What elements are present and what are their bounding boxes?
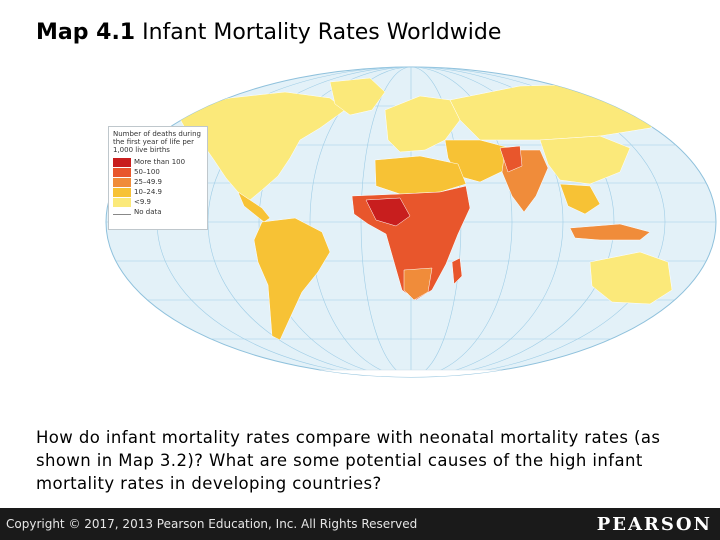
madagascar <box>451 257 463 285</box>
legend-swatch <box>113 187 131 197</box>
copyright-text: Copyright © 2017, 2013 Pearson Education… <box>6 517 418 531</box>
afghanistan-pakistan <box>499 145 523 173</box>
new-zealand <box>687 291 699 315</box>
central-africa-high <box>365 197 411 227</box>
slide-title: Map 4.1 Infant Mortality Rates Worldwide <box>36 20 501 45</box>
north-america <box>174 91 346 201</box>
greenland <box>329 77 386 116</box>
north-africa <box>374 155 467 195</box>
indonesia <box>569 223 651 241</box>
legend-label: 50–100 <box>134 168 160 176</box>
legend-swatch <box>113 177 131 187</box>
discussion-question: How do infant mortality rates compare wi… <box>36 428 661 493</box>
legend-label: 10–24.9 <box>134 188 162 196</box>
legend-item: 25–49.9 <box>113 177 203 187</box>
antarctica <box>219 369 621 377</box>
map-title: Infant Mortality Rates Worldwide <box>142 20 502 45</box>
legend-item: 50–100 <box>113 167 203 177</box>
legend-swatch <box>113 197 131 207</box>
legend-label: More than 100 <box>134 158 186 166</box>
legend-item: More than 100 <box>113 157 203 167</box>
southeast-asia <box>559 183 601 215</box>
pearson-logo: PEARSON <box>596 514 712 535</box>
southern-africa <box>403 267 433 301</box>
legend-item: 10–24.9 <box>113 187 203 197</box>
map-legend: Number of deaths during the first year o… <box>108 126 208 230</box>
legend-label: No data <box>134 208 162 216</box>
east-asia <box>539 135 631 185</box>
map-number: Map 4.1 <box>36 20 136 45</box>
legend-title: Number of deaths during the first year o… <box>113 130 201 154</box>
south-america <box>253 217 331 341</box>
legend-item: <9.9 <box>113 197 203 207</box>
legend-label: 25–49.9 <box>134 178 162 186</box>
legend-item: No data <box>113 207 203 217</box>
australia <box>589 251 673 305</box>
legend-swatch <box>113 167 131 177</box>
central-america <box>237 191 271 223</box>
legend-label: <9.9 <box>134 198 151 206</box>
legend-swatch <box>113 213 131 215</box>
footer-bar: Copyright © 2017, 2013 Pearson Education… <box>0 508 720 540</box>
legend-swatch <box>113 157 131 167</box>
